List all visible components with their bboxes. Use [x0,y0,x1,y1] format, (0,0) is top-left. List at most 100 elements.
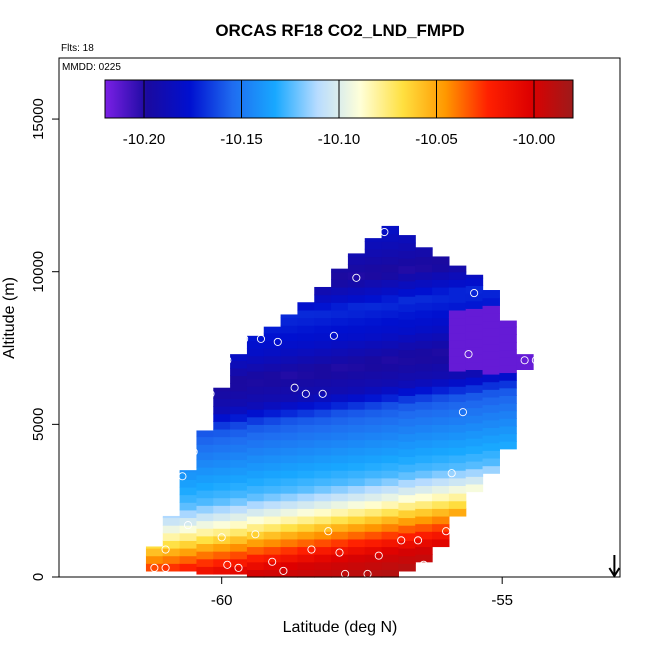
field-cell [280,447,299,456]
field-cell [347,340,366,349]
field-cell [381,470,399,479]
observation-point [183,521,193,530]
field-cell [347,454,366,464]
field-cell [263,447,282,456]
field-cell [448,332,467,341]
observation-point [413,536,423,545]
observation-point [442,527,451,536]
y-axis: 0 5000 10000 15000 [30,98,59,581]
observation-point [464,350,473,359]
field-cell [448,477,467,487]
field-cell [347,279,366,288]
field-cell [415,340,433,349]
field-cell [364,409,383,418]
field-cell [448,431,467,441]
field-cell [196,459,214,468]
observation-point [200,420,209,429]
field-cell [364,271,383,280]
field-cell [230,467,248,476]
field-cell [415,409,433,418]
field-cell [381,447,399,456]
field-cell [179,509,198,519]
field-cell [448,439,467,448]
field-cell [415,256,433,265]
field-cell [398,532,416,541]
field-cell [280,462,299,471]
field-cell [381,515,399,525]
field-cell [179,471,198,480]
field-cell [465,300,484,309]
field-cell [448,470,467,479]
field-cell [364,531,383,540]
field-cell [381,233,399,242]
field-cell [398,334,416,343]
field-cell [364,401,383,410]
field-cell [465,415,484,424]
field-cell [432,348,450,357]
field-cell [297,523,315,532]
arrow-marker [608,555,621,578]
field-cell [465,438,484,447]
field-cell [280,515,299,525]
field-cell [331,416,349,425]
observation-point [397,536,406,545]
field-cell [465,361,484,370]
field-cell [482,442,500,451]
field-cell [347,538,366,548]
field-cell [364,302,383,311]
field-cell [314,546,332,555]
field-cell [213,497,231,506]
field-cell [246,416,265,425]
field-cell [364,424,383,433]
field-cell [398,273,416,282]
field-cell [162,548,181,557]
field-cell [398,502,416,511]
field-cell [280,314,299,319]
field-cell [432,401,450,410]
field-cell [482,290,500,299]
field-cell [280,569,299,578]
field-cell [213,566,231,575]
observation-point [178,472,187,481]
field-cell [465,422,484,432]
y-axis-label: Altitude (m) [1,277,18,359]
field-cell [263,431,282,441]
x-axis-label: Latitude (deg N) [283,619,398,636]
field-cell [465,468,484,477]
field-cell [331,493,349,502]
field-cell [230,390,248,399]
field-cell [263,363,282,372]
colorbar-tick-label: -10.10 [318,131,361,148]
observation-layer [150,227,552,579]
field-cell [314,348,332,357]
field-cell [381,317,399,326]
field-cell [314,332,332,341]
field-cell [347,500,366,509]
field-cell [415,447,433,456]
field-cell [246,454,265,464]
field-cell [196,436,214,445]
field-cell [246,546,265,555]
field-cell [432,256,450,265]
field-cell [331,309,349,319]
field-cell [482,297,500,306]
field-cell [432,340,450,349]
field-cell [246,335,265,341]
field-cell [465,331,484,340]
field-cell [314,561,332,570]
field-cell [499,387,517,396]
field-cell [280,546,299,555]
field-cell [145,555,164,564]
field-cell [280,470,299,479]
field-cell [398,296,416,305]
field-cell [398,326,416,335]
field-cell [347,523,366,532]
field-cell [213,421,231,430]
field-cell [398,433,416,442]
field-cell [448,363,467,372]
field-layer [145,225,534,578]
field-cell [432,302,450,311]
field-cell [331,508,349,517]
observation-point [161,563,170,572]
